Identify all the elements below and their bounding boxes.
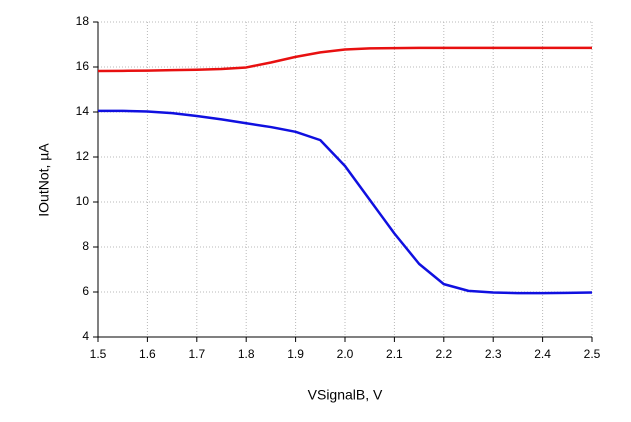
x-tick-label: 2.3 — [485, 347, 502, 361]
y-tick-label: 12 — [76, 149, 90, 163]
x-tick-label: 1.7 — [188, 347, 205, 361]
y-axis-label: IOutNot, µA — [36, 143, 52, 217]
x-axis-label: VSignalB, V — [308, 387, 383, 403]
x-tick-label: 2.4 — [534, 347, 551, 361]
y-tick-label: 14 — [76, 104, 90, 118]
x-tick-label: 1.5 — [90, 347, 107, 361]
y-tick-label: 4 — [82, 329, 89, 343]
y-tick-label: 16 — [76, 59, 90, 73]
x-tick-label: 2.5 — [584, 347, 601, 361]
y-tick-label: 18 — [76, 14, 90, 28]
x-tick-label: 2.2 — [435, 347, 452, 361]
y-tick-label: 8 — [82, 239, 89, 253]
line — [97, 46, 592, 73]
y-tick-label: 6 — [82, 284, 89, 298]
y-tick-label: 10 — [76, 194, 90, 208]
x-tick-label: 1.9 — [287, 347, 304, 361]
x-tick-label: 1.6 — [139, 347, 156, 361]
x-tick-label: 1.8 — [238, 347, 255, 361]
line — [98, 109, 593, 295]
x-tick-label: 2.1 — [386, 347, 403, 361]
x-tick-label: 2.0 — [337, 347, 354, 361]
